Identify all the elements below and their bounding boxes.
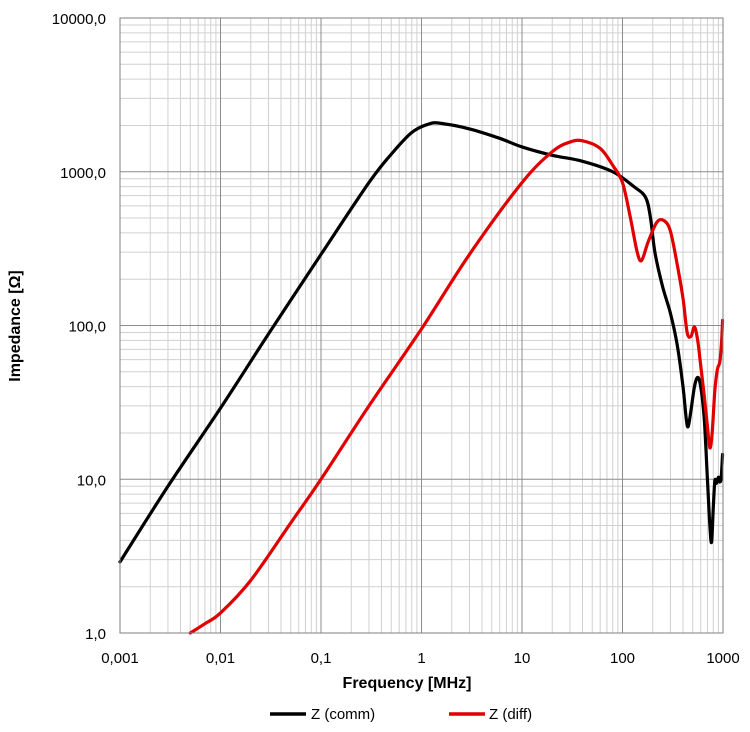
x-tick-labels: 0,001 0,01 0,1 1 10 100 1000 xyxy=(101,650,739,667)
x-tick-label: 0,01 xyxy=(206,650,235,667)
y-tick-label: 1000,0 xyxy=(60,165,106,182)
y-tick-label: 10000,0 xyxy=(52,11,106,28)
x-tick-label: 10 xyxy=(514,650,531,667)
x-tick-label: 100 xyxy=(610,650,635,667)
x-axis-title: Frequency [MHz] xyxy=(343,675,472,692)
x-tick-label: 1000 xyxy=(706,650,739,667)
y-tick-label: 1,0 xyxy=(85,626,106,643)
y-axis-title: Impedance [Ω] xyxy=(7,270,24,382)
x-tick-label: 0,1 xyxy=(311,650,332,667)
y-tick-label: 10,0 xyxy=(77,472,106,489)
series-line-comm xyxy=(118,121,725,564)
legend: Z (comm) Z (diff) xyxy=(270,706,532,723)
plot-area-frame xyxy=(119,17,724,634)
y-tick-label: 100,0 xyxy=(68,319,106,336)
y-tick-labels: 1,0 10,0 100,0 1000,0 10000,0 xyxy=(52,11,106,643)
legend-label-comm: Z (comm) xyxy=(311,706,375,723)
x-tick-label: 0,001 xyxy=(101,650,139,667)
x-tick-label: 1 xyxy=(417,650,425,667)
series-line-diff xyxy=(188,138,725,635)
series-layer xyxy=(118,121,725,635)
legend-label-diff: Z (diff) xyxy=(489,706,532,723)
